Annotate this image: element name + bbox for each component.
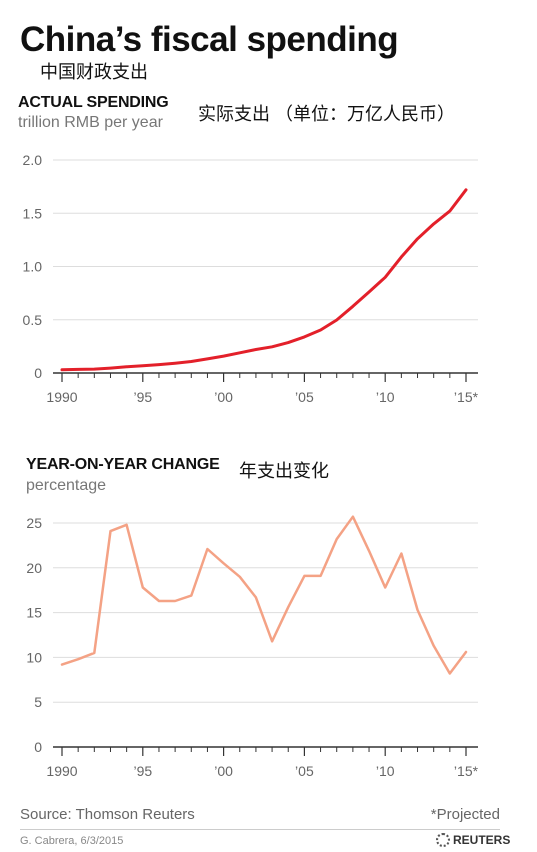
change-y-tick-label: 15 — [26, 605, 42, 621]
change-chart-title-chinese: 年支出变化 — [239, 461, 329, 481]
source-note: Source: Thomson Reuters — [20, 806, 195, 823]
spending-chart-title-chinese: 实际支出 （单位：万亿人民币） — [198, 104, 455, 124]
page-title: China’s fiscal spending — [20, 20, 399, 59]
spending-chart-title: ACTUAL SPENDING — [18, 94, 169, 111]
projected-note: *Projected — [430, 806, 500, 823]
change-y-tick-label: 0 — [34, 739, 42, 755]
spending-y-tick-label: 0 — [34, 365, 42, 381]
change-x-tick-label: ’15* — [454, 763, 479, 779]
change-y-tick-label: 25 — [26, 515, 42, 531]
byline: G. Cabrera, 6/3/2015 — [20, 835, 124, 847]
change-x-tick-label: ’05 — [295, 763, 314, 779]
footer-divider — [20, 829, 500, 830]
change-x-tick-label: 1990 — [46, 763, 77, 779]
spending-x-tick-label: ’10 — [376, 389, 395, 405]
reuters-brand-label: REUTERS — [453, 833, 511, 847]
change-x-tick-label: ’10 — [376, 763, 395, 779]
spending-series-line — [60, 188, 468, 372]
spending-x-tick-label: ’00 — [214, 389, 233, 405]
change-series-line — [60, 515, 468, 675]
spending-x-tick-label: ’95 — [133, 389, 152, 405]
spending-y-tick-label: 1.5 — [23, 205, 43, 221]
change-y-tick-label: 20 — [26, 560, 42, 576]
change-chart-title: YEAR-ON-YEAR CHANGE — [26, 456, 220, 473]
change-y-tick-label: 10 — [26, 649, 42, 665]
reuters-logo-icon — [436, 833, 450, 847]
spending-chart-unit: trillion RMB per year — [18, 114, 163, 131]
change-x-tick-label: ’00 — [214, 763, 233, 779]
spending-y-tick-label: 1.0 — [23, 259, 43, 275]
page-title-chinese: 中国财政支出 — [40, 62, 148, 82]
spending-x-tick-label: ’15* — [454, 389, 479, 405]
spending-x-tick-label: 1990 — [46, 389, 77, 405]
change-chart-unit: percentage — [26, 477, 107, 494]
spending-y-tick-label: 0.5 — [23, 312, 43, 328]
reuters-brand: REUTERS — [436, 833, 510, 847]
spending-x-tick-label: ’05 — [295, 389, 314, 405]
spending-y-tick-label: 2.0 — [23, 152, 43, 168]
change-x-tick-label: ’95 — [133, 763, 152, 779]
change-y-tick-label: 5 — [34, 694, 42, 710]
